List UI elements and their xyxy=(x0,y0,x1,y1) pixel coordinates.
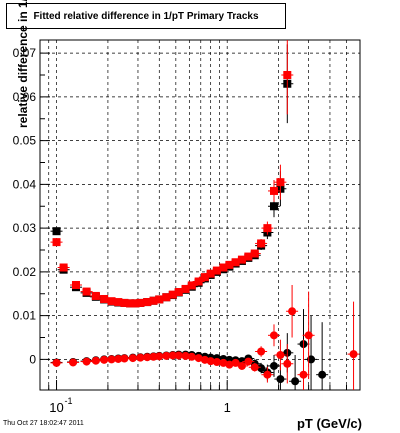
data-point-circle xyxy=(304,331,313,340)
data-point-circle xyxy=(257,364,266,373)
data-point-circle xyxy=(349,350,358,359)
data-point-circle xyxy=(237,361,246,370)
data-point-circle xyxy=(269,361,278,370)
data-point-square xyxy=(231,258,240,267)
data-point-circle xyxy=(250,363,259,372)
data-point-circle xyxy=(276,375,285,384)
data-point-circle xyxy=(174,351,183,360)
data-point-square xyxy=(100,295,109,303)
y-tick-label: 0.05 xyxy=(13,134,37,148)
data-point-circle xyxy=(120,354,129,363)
data-point-circle xyxy=(91,356,100,365)
data-point-square xyxy=(219,263,228,272)
data-point-circle xyxy=(299,370,308,379)
data-point-circle xyxy=(244,357,253,366)
data-point-circle xyxy=(143,353,152,362)
data-point-circle xyxy=(162,351,171,360)
data-point-square xyxy=(155,295,164,304)
x-axis-label: pT (GeV/c) xyxy=(296,416,362,431)
data-point-square xyxy=(136,298,145,307)
x-tick-label-exponent: -1 xyxy=(65,396,73,406)
chart-title-text: Fitted relative difference in 1/pT Prima… xyxy=(33,10,259,22)
data-point-square xyxy=(187,281,196,290)
data-point-circle xyxy=(82,357,91,366)
data-point-circle xyxy=(291,377,300,386)
data-point-square xyxy=(276,178,285,187)
x-tick-label: 1 xyxy=(224,400,231,415)
data-point-square xyxy=(257,239,266,248)
y-tick-label: 0.04 xyxy=(13,177,37,191)
data-point-square xyxy=(174,288,183,296)
data-point-circle xyxy=(107,355,116,364)
data-point-square xyxy=(225,260,234,269)
data-point-circle xyxy=(212,358,221,366)
y-tick-label: 0 xyxy=(29,352,36,366)
data-point-circle xyxy=(69,358,78,367)
data-point-circle xyxy=(283,359,292,368)
data-point-circle xyxy=(136,353,145,362)
data-point-square xyxy=(283,71,292,79)
y-tick-label: 0.03 xyxy=(13,221,37,235)
data-point-circle xyxy=(100,355,109,364)
data-point-circle xyxy=(52,358,61,367)
data-point-circle xyxy=(269,331,278,340)
x-tick-label: 10 xyxy=(49,400,63,415)
chart-title: Fitted relative difference in 1/pT Prima… xyxy=(6,3,286,29)
data-point-square xyxy=(181,284,190,293)
y-tick-label: 0.01 xyxy=(13,309,37,323)
data-point-square xyxy=(114,298,123,307)
data-point-circle xyxy=(288,307,297,316)
timestamp: Thu Oct 27 18:02:47 2011 xyxy=(3,420,84,427)
data-point-circle xyxy=(155,352,164,361)
data-point-circle xyxy=(187,352,196,361)
y-axis-label: relative difference in 1/pT xyxy=(16,0,30,128)
data-point-square xyxy=(162,293,171,302)
data-point-square xyxy=(149,296,158,305)
data-point-square xyxy=(71,281,80,289)
data-point-circle xyxy=(181,351,190,360)
data-point-circle xyxy=(318,370,327,379)
data-point-square xyxy=(212,266,221,275)
data-point-square xyxy=(91,291,100,300)
data-point-circle xyxy=(128,354,137,363)
y-tick-label: 0.06 xyxy=(13,90,37,104)
data-point-square xyxy=(263,224,272,233)
data-point-circle xyxy=(257,347,266,356)
y-tick-label: 0.02 xyxy=(13,265,37,279)
data-point-square xyxy=(269,186,278,195)
data-point-circle xyxy=(114,354,123,363)
data-point-square xyxy=(82,287,91,296)
data-point-square xyxy=(200,273,209,282)
data-point-square xyxy=(107,297,116,306)
data-point-square xyxy=(59,263,68,272)
data-point-square xyxy=(52,227,61,236)
data-point-circle xyxy=(263,370,272,379)
data-point-circle xyxy=(206,357,215,366)
data-point-square xyxy=(168,290,177,299)
data-point-square xyxy=(237,255,246,264)
data-point-circle xyxy=(231,358,240,367)
data-point-circle xyxy=(276,351,285,359)
data-point-square xyxy=(143,298,152,307)
data-point-square xyxy=(250,249,259,258)
plot-frame xyxy=(39,39,361,391)
data-point-square xyxy=(244,252,253,261)
data-point-square xyxy=(52,238,61,247)
data-point-square xyxy=(269,202,278,211)
y-tick-label: 0.07 xyxy=(13,46,37,60)
data-point-square xyxy=(194,277,203,286)
data-point-square xyxy=(206,269,215,278)
